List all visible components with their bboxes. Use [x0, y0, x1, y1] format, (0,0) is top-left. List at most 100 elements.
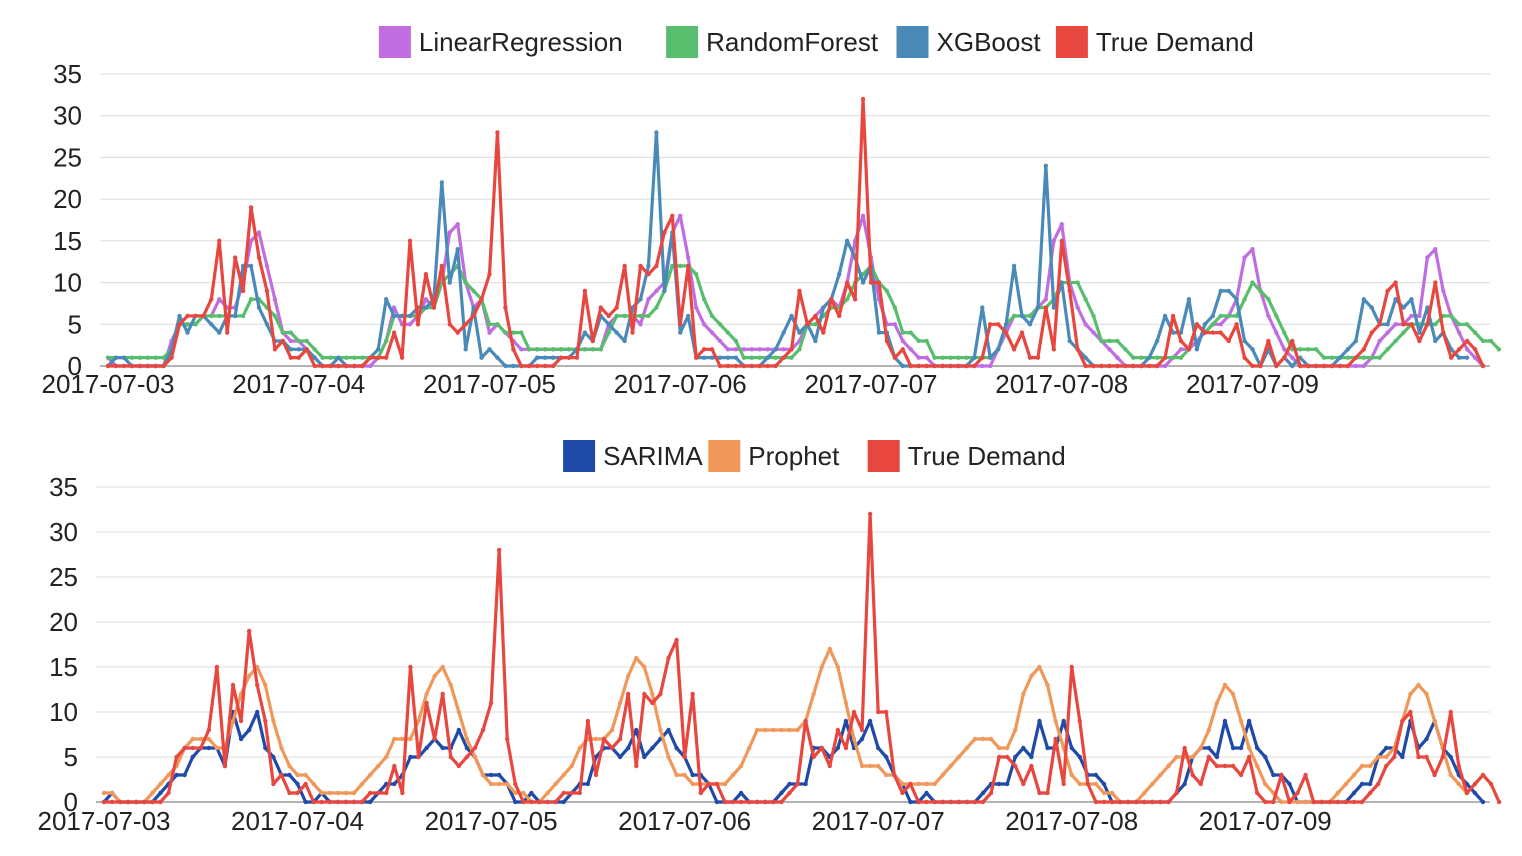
data-point	[771, 727, 776, 733]
data-point	[1075, 305, 1080, 310]
data-point	[1449, 355, 1454, 360]
data-point	[606, 322, 611, 327]
data-point	[1214, 763, 1220, 769]
data-point	[521, 799, 526, 805]
data-point	[900, 781, 905, 787]
data-point	[916, 363, 921, 369]
data-point	[614, 305, 619, 310]
data-point	[844, 297, 850, 302]
data-point	[1083, 297, 1088, 302]
data-point	[852, 297, 858, 302]
data-point	[1464, 355, 1470, 360]
data-point	[1295, 790, 1300, 796]
data-point	[1409, 297, 1414, 302]
data-point	[360, 355, 365, 360]
data-point	[105, 363, 111, 369]
data-point	[892, 772, 897, 778]
data-point	[1448, 709, 1453, 715]
data-point	[1083, 355, 1088, 360]
data-point	[311, 781, 316, 787]
data-point	[1154, 363, 1160, 369]
data-point	[311, 799, 316, 805]
data-point	[725, 355, 731, 360]
data-point	[344, 363, 349, 369]
data-point	[585, 781, 591, 787]
data-point	[749, 347, 754, 352]
data-point	[384, 754, 389, 760]
data-point	[121, 355, 127, 360]
data-point	[827, 646, 832, 652]
data-point	[455, 221, 460, 227]
data-point	[158, 781, 163, 787]
data-point	[674, 637, 679, 643]
data-point	[248, 205, 254, 210]
data-point	[304, 338, 309, 344]
data-point	[479, 297, 484, 302]
data-point	[811, 691, 816, 697]
data-point	[447, 230, 452, 235]
data-point	[424, 691, 429, 697]
data-point	[217, 330, 222, 335]
data-point	[480, 772, 486, 778]
data-point	[335, 790, 341, 796]
data-point	[1037, 718, 1042, 724]
data-point	[1123, 347, 1128, 352]
data-point	[1400, 754, 1405, 760]
data-point	[686, 255, 691, 260]
data-point	[464, 736, 470, 742]
data-point	[1107, 347, 1112, 352]
data-point	[303, 781, 308, 787]
series-xgboost	[105, 130, 1470, 369]
data-point	[1351, 772, 1357, 778]
data-point	[1210, 330, 1215, 335]
data-point	[1021, 781, 1026, 787]
data-point	[391, 305, 397, 310]
data-point	[209, 313, 214, 319]
data-point	[1162, 313, 1168, 319]
data-point	[496, 547, 502, 553]
data-point	[150, 799, 155, 805]
data-point	[566, 347, 572, 352]
data-point	[674, 745, 679, 751]
data-point	[916, 355, 921, 360]
data-point	[1053, 718, 1058, 724]
data-point	[503, 305, 508, 310]
data-point	[642, 664, 647, 670]
data-point	[1345, 363, 1351, 369]
data-point	[789, 355, 794, 360]
data-point	[582, 288, 588, 294]
data-point	[1480, 799, 1486, 805]
data-point	[352, 363, 357, 369]
data-point	[738, 790, 744, 796]
data-point	[206, 736, 212, 742]
data-point	[1464, 322, 1470, 327]
data-point	[892, 355, 898, 360]
data-point	[682, 772, 687, 778]
data-point	[686, 263, 691, 269]
data-point	[1274, 313, 1279, 319]
data-point	[1488, 338, 1494, 344]
data-point	[1242, 297, 1247, 302]
x-tick-label: 2017-07-07	[812, 806, 945, 836]
data-point	[408, 736, 413, 742]
data-point	[666, 754, 671, 760]
data-point	[440, 745, 445, 751]
data-point	[1401, 330, 1406, 335]
legend-swatch	[563, 440, 596, 472]
data-point	[279, 772, 284, 778]
data-point	[1085, 781, 1091, 787]
data-point	[1343, 799, 1349, 805]
data-point	[455, 330, 460, 335]
data-point	[1472, 347, 1478, 352]
data-point	[303, 772, 308, 778]
data-point	[746, 745, 752, 751]
data-point	[1425, 255, 1430, 260]
data-point	[101, 799, 107, 805]
data-point	[606, 313, 611, 319]
data-point	[511, 330, 516, 335]
data-point	[876, 330, 882, 335]
data-point	[1059, 238, 1064, 244]
data-point	[1013, 763, 1018, 769]
data-point	[407, 238, 413, 244]
